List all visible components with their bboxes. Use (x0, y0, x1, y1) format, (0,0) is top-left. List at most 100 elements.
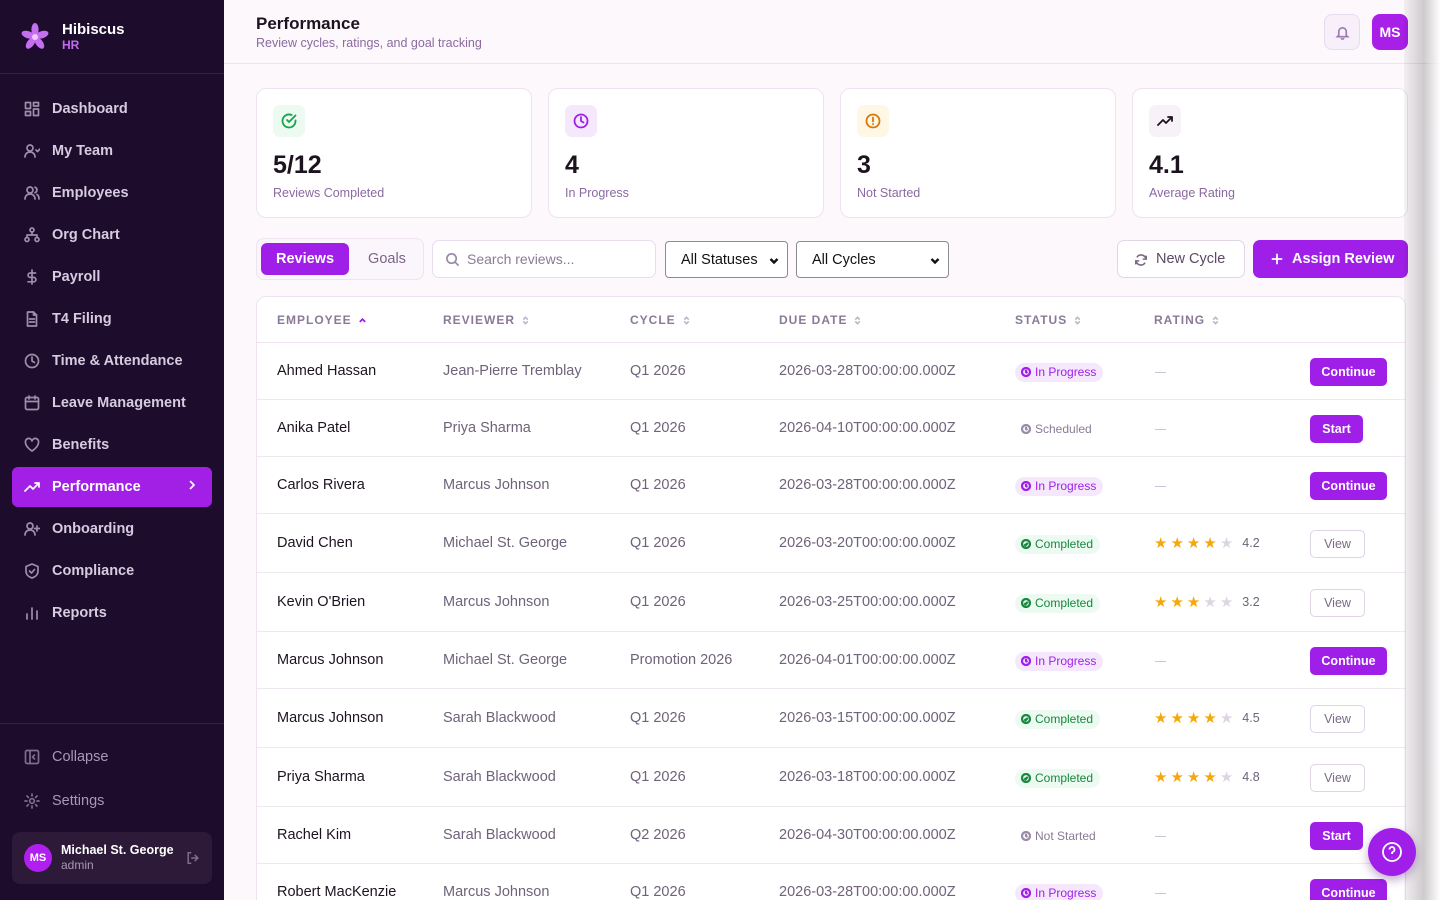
sidebar-item-reports[interactable]: Reports (12, 593, 212, 633)
table-row[interactable]: David Chen Michael St. George Q1 2026 2026-… (257, 514, 1405, 573)
sidebar-item-label: Leave Management (52, 395, 186, 411)
status-badge: Completed (1015, 768, 1101, 788)
cell-due-date: 2026-03-18T00:00:00.000Z (779, 768, 956, 785)
clock-icon (1021, 831, 1031, 841)
start-button[interactable]: Start (1310, 821, 1363, 850)
status-badge-label: Completed (1035, 537, 1094, 551)
help-button[interactable] (1368, 828, 1416, 876)
clock-icon (1021, 367, 1031, 377)
stat-card-average-rating: 4.1 Average Rating (1132, 88, 1408, 218)
table-row[interactable]: Carlos Rivera Marcus Johnson Q1 2026 2026-0… (257, 457, 1405, 514)
settings-button[interactable]: Settings (12, 781, 212, 821)
assign-review-button[interactable]: Assign Review (1253, 240, 1408, 278)
sidebar-item-employees[interactable]: Employees (12, 173, 212, 213)
view-button[interactable]: View (1310, 588, 1365, 617)
cell-cycle: Q1 2026 (630, 709, 686, 726)
new-cycle-button[interactable]: New Cycle (1117, 240, 1245, 278)
star-icon: ★ (1219, 534, 1234, 552)
rating-stars: ★ ★ ★ ★ ★ 4.2 (1154, 536, 1263, 551)
status-badge-label: Scheduled (1035, 422, 1092, 436)
view-button[interactable]: View (1310, 763, 1365, 792)
table-row[interactable]: Ahmed Hassan Jean-Pierre Tremblay Q1 2026 2… (257, 343, 1405, 400)
collapse-button[interactable]: Collapse (12, 737, 212, 777)
cell-employee: Marcus Johnson (277, 709, 384, 726)
table-row[interactable]: Marcus Johnson Sarah Blackwood Q1 2026 2026… (257, 689, 1405, 748)
start-button[interactable]: Start (1310, 414, 1363, 443)
sort-icon (1212, 315, 1219, 325)
star-icon: ★ (1170, 534, 1184, 552)
clock-icon (1021, 481, 1031, 491)
table-row[interactable]: Robert MacKenzie Marcus Johnson Q1 2026 202… (257, 864, 1405, 900)
continue-button[interactable]: Continue (1310, 471, 1387, 500)
sidebar-item-label: My Team (52, 143, 113, 159)
sidebar-item-compliance[interactable]: Compliance (12, 551, 212, 591)
cell-employee: Ahmed Hassan (277, 362, 377, 379)
assign-review-label: Assign Review (1292, 251, 1395, 267)
status-badge: In Progress (1015, 651, 1104, 671)
table-row[interactable]: Marcus Johnson Michael St. George Promotio… (257, 632, 1405, 689)
user-card[interactable]: MS Michael St. George admin (12, 832, 212, 884)
refresh-icon (1134, 254, 1148, 266)
trending-up-icon (24, 482, 40, 492)
sidebar-item-performance[interactable]: Performance (12, 467, 212, 507)
column-header-due-date[interactable]: DUE DATE (779, 313, 862, 327)
column-header-employee[interactable]: EMPLOYEE (277, 313, 367, 327)
stat-value: 4.1 (1149, 151, 1184, 179)
rating-empty (1155, 835, 1166, 837)
brand-name: Hibiscus (62, 20, 125, 38)
cell-employee: David Chen (277, 534, 353, 551)
sidebar-item-org-chart[interactable]: Org Chart (12, 215, 212, 255)
status-badge-label: Completed (1035, 771, 1094, 785)
sidebar-item-my-team[interactable]: My Team (12, 131, 212, 171)
user-plus-icon (24, 522, 40, 536)
dashboard-icon (24, 101, 40, 117)
notifications-button[interactable] (1324, 14, 1360, 50)
status-badge-label: In Progress (1035, 365, 1097, 379)
sidebar-item-benefits[interactable]: Benefits (12, 425, 212, 465)
sort-icon (522, 315, 529, 325)
status-badge-label: Completed (1035, 712, 1094, 726)
column-header-status[interactable]: STATUS (1015, 313, 1082, 327)
logout-icon[interactable] (186, 851, 200, 865)
trending-up-icon (1157, 116, 1173, 126)
sidebar: Hibiscus HR Dashboard My Team Employees … (0, 0, 224, 900)
tab-reviews[interactable]: Reviews (261, 243, 349, 275)
star-icon: ★ (1203, 768, 1217, 786)
sidebar-item-payroll[interactable]: Payroll (12, 257, 212, 297)
cell-due-date: 2026-03-28T00:00:00.000Z (779, 362, 956, 379)
search-input[interactable] (467, 241, 647, 277)
cell-due-date: 2026-04-10T00:00:00.000Z (779, 419, 956, 436)
brand[interactable]: Hibiscus HR (0, 0, 224, 74)
cycle-filter-select[interactable]: All Cycles (796, 241, 949, 278)
table-row[interactable]: Rachel Kim Sarah Blackwood Q2 2026 2026-04-… (257, 807, 1405, 864)
sidebar-item-onboarding[interactable]: Onboarding (12, 509, 212, 549)
cell-cycle: Promotion 2026 (630, 651, 733, 668)
column-header-cycle[interactable]: CYCLE (630, 313, 691, 327)
sidebar-item-label: Payroll (52, 269, 101, 285)
sidebar-item-t4-filing[interactable]: T4 Filing (12, 299, 212, 339)
view-button[interactable]: View (1310, 529, 1365, 558)
table-row[interactable]: Priya Sharma Sarah Blackwood Q1 2026 2026-0… (257, 748, 1405, 807)
view-button[interactable]: View (1310, 704, 1365, 733)
stat-card-reviews-completed: 5/12 Reviews Completed (256, 88, 532, 218)
sidebar-item-dashboard[interactable]: Dashboard (12, 89, 212, 129)
rating-empty (1155, 371, 1166, 373)
column-header-label: STATUS (1015, 313, 1068, 327)
column-header-reviewer[interactable]: REVIEWER (443, 313, 530, 327)
continue-button[interactable]: Continue (1310, 357, 1387, 386)
help-icon (1382, 842, 1402, 862)
status-filter-select[interactable]: All Statuses (665, 241, 788, 278)
continue-button[interactable]: Continue (1310, 646, 1387, 675)
column-header-rating[interactable]: RATING (1154, 313, 1220, 327)
star-icon: ★ (1186, 768, 1201, 786)
employees-icon (24, 186, 40, 200)
tab-goals[interactable]: Goals (368, 251, 406, 267)
header-avatar[interactable]: MS (1372, 14, 1408, 50)
table-row[interactable]: Kevin O'Brien Marcus Johnson Q1 2026 2026-0… (257, 573, 1405, 632)
new-cycle-label: New Cycle (1156, 251, 1226, 267)
star-icon: ★ (1219, 709, 1234, 727)
continue-button[interactable]: Continue (1310, 878, 1387, 900)
sidebar-item-leave-management[interactable]: Leave Management (12, 383, 212, 423)
sidebar-item-time-attendance[interactable]: Time & Attendance (12, 341, 212, 381)
table-row[interactable]: Anika Patel Priya Sharma Q1 2026 2026-04-10… (257, 400, 1405, 457)
